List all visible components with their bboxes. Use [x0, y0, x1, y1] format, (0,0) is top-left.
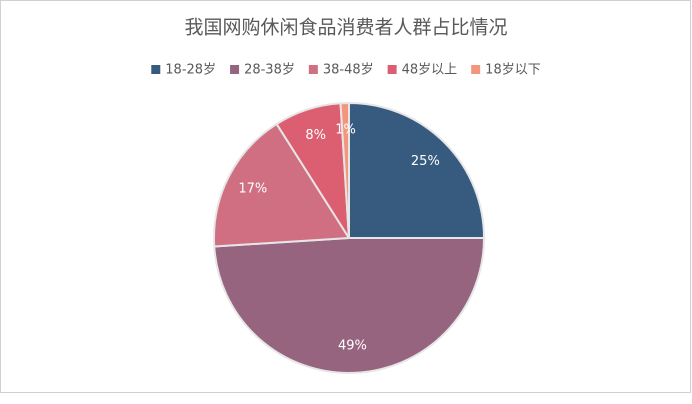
- data-label: 8%: [305, 128, 326, 143]
- data-label: 17%: [238, 181, 267, 196]
- legend-swatch: [230, 65, 240, 74]
- legend-item: 18-28岁: [151, 63, 216, 78]
- pie-slice: [339, 101, 350, 239]
- legend-label: 28-38岁: [244, 63, 295, 78]
- legend-swatch: [151, 65, 161, 74]
- pie-slice: [348, 101, 486, 239]
- legend-item: 48岁以上: [387, 63, 458, 78]
- legend-swatch: [308, 65, 318, 74]
- legend-label: 48岁以上: [402, 63, 458, 78]
- legend-item: 38-48岁: [308, 63, 374, 78]
- legend-item: 28-38岁: [230, 63, 295, 78]
- pie: 25% 49% 17% 8% 1%: [213, 101, 486, 375]
- legend-label: 38-48岁: [323, 63, 374, 78]
- pie-slice: [213, 122, 351, 248]
- pie-slice: [213, 237, 486, 375]
- legend-label: 18岁以下: [485, 63, 541, 78]
- legend-label: 18-28岁: [165, 63, 216, 78]
- legend-swatch: [387, 65, 397, 74]
- legend-swatch: [471, 65, 481, 74]
- data-label: 25%: [411, 154, 440, 169]
- data-label: 1%: [335, 123, 356, 138]
- data-label: 49%: [338, 338, 367, 353]
- legend: 18-28岁 28-38岁 38-48岁 48岁以上 18岁以下: [151, 63, 541, 78]
- chart-title: 我国网购休闲食品消费者人群占比情况: [184, 17, 507, 39]
- legend-item: 18岁以下: [471, 63, 541, 78]
